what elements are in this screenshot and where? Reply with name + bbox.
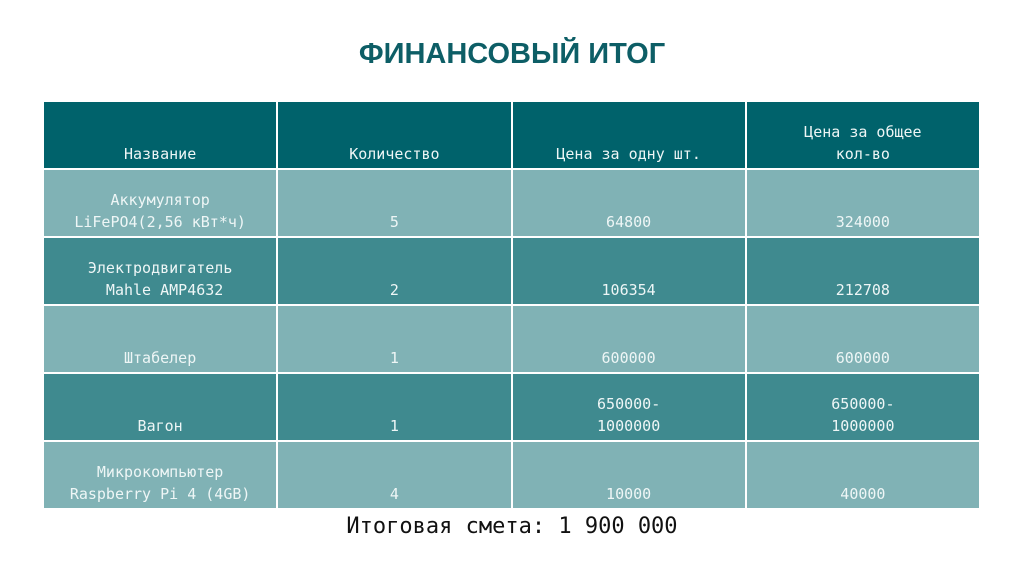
cell-line: 40000 (840, 485, 886, 503)
cell-line: 106354 (601, 281, 656, 299)
cell-total-price: 40000 (744, 440, 982, 510)
table-row: Штабелер 1 600000 600000 (41, 304, 982, 374)
cell-name: Микрокомпьютер Raspberry Pi 4 (4GB) (41, 440, 279, 510)
cell-name: Штабелер (41, 304, 279, 374)
cell-line: 1000000 (831, 417, 895, 435)
cell-line: 212708 (835, 281, 890, 299)
cell-line: 600000 (601, 349, 656, 367)
cell-line: 64800 (606, 213, 652, 231)
cell-total-price: 324000 (744, 168, 982, 238)
cell-line: Цена за одну шт. (556, 145, 701, 163)
cell-total-price: 600000 (744, 304, 982, 374)
cell-name: Электродвигатель Mahle AMP4632 (41, 236, 279, 306)
cell-line: Количество (349, 145, 440, 163)
cell-unit-price: 650000- 1000000 (510, 372, 747, 442)
cell-quantity: 1 (276, 372, 513, 442)
header-quantity: Количество (276, 100, 513, 170)
total-estimate: Итоговая смета: 1 900 000 (346, 514, 678, 539)
cell-quantity: 2 (276, 236, 513, 306)
header-unit-price: Цена за одну шт. (510, 100, 747, 170)
cell-line: кол-во (835, 145, 890, 163)
cell-line: Название (124, 145, 197, 163)
cell-unit-price: 10000 (510, 440, 747, 510)
cell-quantity: 5 (276, 168, 513, 238)
cell-line: 650000- (831, 395, 895, 413)
cell-total-price: 650000- 1000000 (744, 372, 982, 442)
table-row: Электродвигатель Mahle AMP4632 2 106354 212… (41, 236, 982, 306)
cell-unit-price: 106354 (510, 236, 747, 306)
cell-line: 324000 (835, 213, 890, 231)
cell-name: Аккумулятор LiFePO4(2,56 кВт*ч) (41, 168, 279, 238)
header-name: Название (41, 100, 279, 170)
cell-line: LiFePO4(2,56 кВт*ч) (74, 213, 246, 231)
cell-line: 1000000 (597, 417, 661, 435)
table-header-row: Название Количество Цена за одну шт. Цена з… (41, 100, 982, 170)
table-row: Вагон 1 650000- 1000000 650000- 1000000 (41, 372, 982, 442)
cell-quantity: 4 (276, 440, 513, 510)
page-title: ФИНАНСОВЫЙ ИТОГ (358, 38, 666, 70)
cell-quantity: 1 (276, 304, 513, 374)
table-row: Микрокомпьютер Raspberry Pi 4 (4GB) 4 10000… (41, 440, 982, 510)
cell-line: 650000- (597, 395, 661, 413)
cell-unit-price: 64800 (510, 168, 747, 238)
cell-line: 600000 (835, 349, 890, 367)
cell-name: Вагон (41, 372, 279, 442)
cell-line: Raspberry Pi 4 (4GB) (69, 485, 251, 503)
table-row: Аккумулятор LiFePO4(2,56 кВт*ч) 5 64800 3240… (41, 168, 982, 238)
cell-line: 10000 (606, 485, 652, 503)
cell-line: Электродвигатель (87, 259, 233, 277)
cell-line: Микрокомпьютер (96, 463, 224, 481)
cell-unit-price: 600000 (510, 304, 747, 374)
finance-table: Название Количество Цена за одну шт. Цена з… (41, 100, 982, 510)
cell-line: Штабелер (124, 349, 197, 367)
cell-line: Цена за общее (804, 123, 922, 141)
cell-total-price: 212708 (744, 236, 982, 306)
cell-line: Вагон (137, 417, 183, 435)
cell-line: Mahle AMP4632 (96, 281, 224, 299)
header-total-price: Цена за общее кол-во (744, 100, 982, 170)
cell-line: Аккумулятор (110, 191, 210, 209)
